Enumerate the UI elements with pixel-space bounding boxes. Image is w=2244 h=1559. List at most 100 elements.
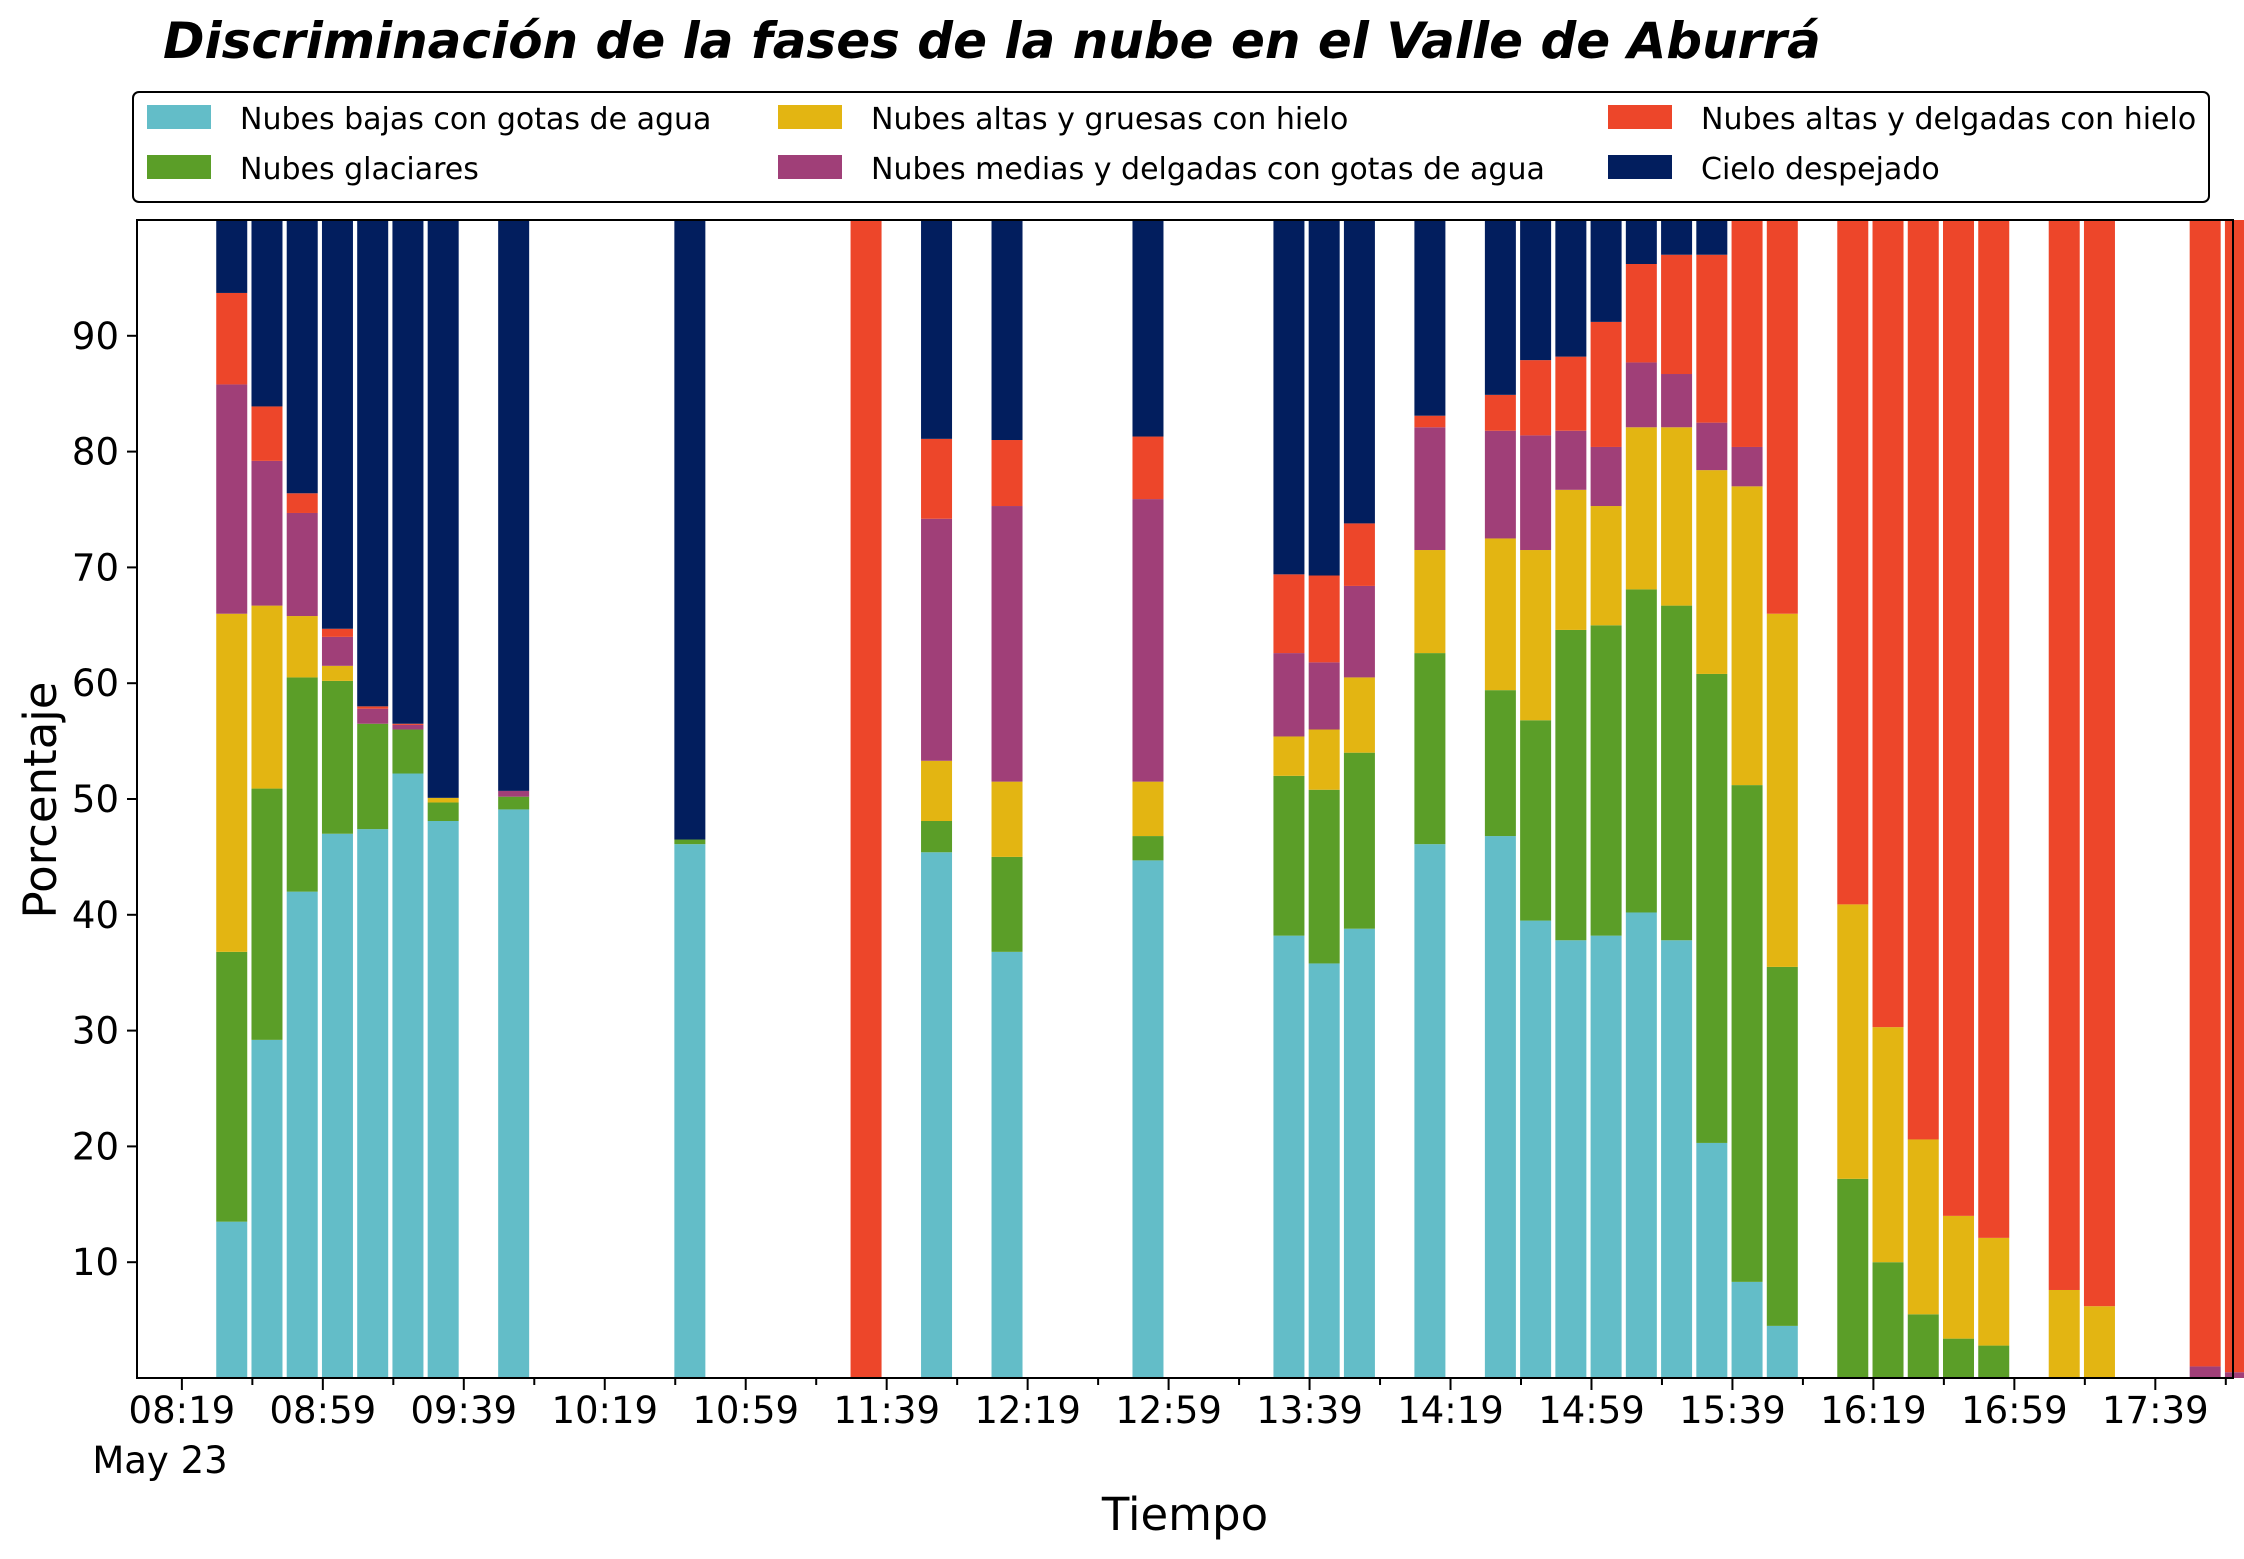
- bar-4-segment-2: [321, 665, 353, 681]
- bars-layer: [216, 220, 2244, 1378]
- bar-58-segment-3: [2224, 1372, 2244, 1378]
- legend-swatch-5: [1608, 155, 1672, 179]
- bar-48-segment-1: [1872, 1262, 1904, 1378]
- legend-swatch-4: [1608, 105, 1672, 129]
- x-tick-label-0: 08:19: [129, 1389, 236, 1432]
- y-tick-label-6: 70: [72, 546, 119, 589]
- bar-14-segment-5: [674, 220, 706, 840]
- bar-5-segment-0: [357, 829, 389, 1378]
- bar-21-segment-0: [921, 852, 953, 1378]
- bar-40-segment-4: [1590, 321, 1622, 447]
- bar-39-segment-0: [1555, 940, 1587, 1378]
- bar-44-segment-2: [1731, 486, 1763, 786]
- bar-31-segment-2: [1273, 736, 1305, 776]
- bar-58-segment-4: [2224, 220, 2244, 1373]
- bar-33-segment-2: [1343, 677, 1375, 753]
- bar-47-segment-1: [1837, 1178, 1869, 1378]
- bar-35-segment-1: [1414, 653, 1446, 845]
- x-tick-label-2: 09:39: [410, 1389, 517, 1432]
- x-tick-label-5: 11:39: [833, 1389, 940, 1432]
- x-tick-label-13: 16:59: [1961, 1389, 2068, 1432]
- bar-35-segment-2: [1414, 550, 1446, 654]
- bar-32-segment-3: [1308, 662, 1340, 730]
- bar-23-segment-5: [991, 220, 1023, 441]
- bar-37-segment-4: [1484, 394, 1516, 431]
- bar-48-segment-4: [1872, 220, 1904, 1028]
- bar-43-segment-0: [1696, 1142, 1728, 1378]
- bar-32-segment-2: [1308, 729, 1340, 790]
- bar-38-segment-5: [1520, 220, 1552, 361]
- bar-35-segment-5: [1414, 220, 1446, 416]
- bar-38-segment-4: [1520, 360, 1552, 436]
- date-label: May 23: [92, 1439, 227, 1482]
- bar-9-segment-1: [498, 796, 530, 810]
- bar-14-segment-0: [674, 844, 706, 1378]
- bar-2-segment-4: [251, 406, 283, 461]
- bar-43-segment-3: [1696, 422, 1728, 471]
- bar-4-segment-3: [321, 636, 353, 666]
- bar-38-segment-3: [1520, 435, 1552, 551]
- bar-31-segment-4: [1273, 574, 1305, 654]
- bar-7-segment-0: [427, 821, 459, 1378]
- bar-53-segment-2: [2048, 1289, 2080, 1378]
- bar-21-segment-2: [921, 760, 953, 822]
- legend-label-2: Nubes altas y gruesas con hielo: [871, 102, 1348, 137]
- bar-21-segment-1: [921, 821, 953, 853]
- bar-51-segment-1: [1978, 1345, 2010, 1378]
- bar-23-segment-1: [991, 856, 1023, 952]
- bar-41-segment-5: [1625, 220, 1657, 264]
- bar-3-segment-1: [286, 677, 318, 892]
- bar-40-segment-3: [1590, 446, 1622, 507]
- y-tick-label-8: 90: [72, 315, 119, 358]
- bar-2-segment-0: [251, 1039, 283, 1378]
- x-tick-label-3: 10:19: [551, 1389, 658, 1432]
- legend-label-4: Nubes altas y delgadas con hielo: [1701, 102, 2196, 137]
- bar-45-segment-1: [1766, 966, 1798, 1326]
- bar-3-segment-0: [286, 891, 318, 1378]
- x-tick-label-14: 17:39: [2102, 1389, 2209, 1432]
- bar-43-segment-1: [1696, 673, 1728, 1143]
- bar-4-segment-5: [321, 220, 353, 629]
- bar-3-segment-5: [286, 220, 318, 494]
- bar-49-segment-4: [1907, 220, 1939, 1140]
- bar-31-segment-1: [1273, 775, 1305, 936]
- bar-42-segment-2: [1661, 427, 1693, 606]
- bar-32-segment-1: [1308, 789, 1340, 964]
- bar-27-segment-3: [1132, 499, 1164, 782]
- bar-49-segment-1: [1907, 1314, 1939, 1378]
- bar-40-segment-2: [1590, 506, 1622, 626]
- bar-39-segment-4: [1555, 356, 1587, 431]
- bar-43-segment-4: [1696, 254, 1728, 423]
- bar-41-segment-2: [1625, 427, 1657, 590]
- bar-6-segment-1: [392, 729, 424, 774]
- bar-49-segment-2: [1907, 1139, 1939, 1315]
- legend-swatch-3: [778, 155, 842, 179]
- bar-27-segment-4: [1132, 436, 1164, 500]
- bar-23-segment-0: [991, 951, 1023, 1378]
- legend-swatch-1: [147, 155, 211, 179]
- bar-37-segment-0: [1484, 836, 1516, 1378]
- y-tick-label-3: 40: [72, 894, 119, 937]
- bar-33-segment-1: [1343, 752, 1375, 929]
- bar-5-segment-3: [357, 708, 389, 724]
- y-tick-label-0: 10: [72, 1241, 119, 1284]
- bar-42-segment-5: [1661, 220, 1693, 255]
- bar-9-segment-0: [498, 809, 530, 1378]
- bar-32-segment-4: [1308, 575, 1340, 663]
- bar-3-segment-4: [286, 493, 318, 513]
- bar-38-segment-2: [1520, 550, 1552, 721]
- bar-53-segment-4: [2048, 220, 2080, 1290]
- bar-33-segment-5: [1343, 220, 1375, 524]
- bar-43-segment-5: [1696, 220, 1728, 255]
- bar-6-segment-0: [392, 773, 424, 1378]
- bar-57-segment-4: [2189, 220, 2221, 1367]
- bar-1-segment-1: [216, 951, 248, 1222]
- bar-14-segment-1: [674, 839, 706, 845]
- bar-57-segment-3: [2189, 1366, 2221, 1378]
- bar-21-segment-4: [921, 438, 953, 519]
- x-axis: 08:19 08:59 09:39 10:19 10:59 11:39 12:19 12:59…: [129, 1378, 2227, 1432]
- bar-6-segment-5: [392, 220, 424, 724]
- x-tick-label-8: 13:39: [1256, 1389, 1363, 1432]
- bar-3-segment-2: [286, 616, 318, 678]
- bar-47-segment-4: [1837, 220, 1869, 905]
